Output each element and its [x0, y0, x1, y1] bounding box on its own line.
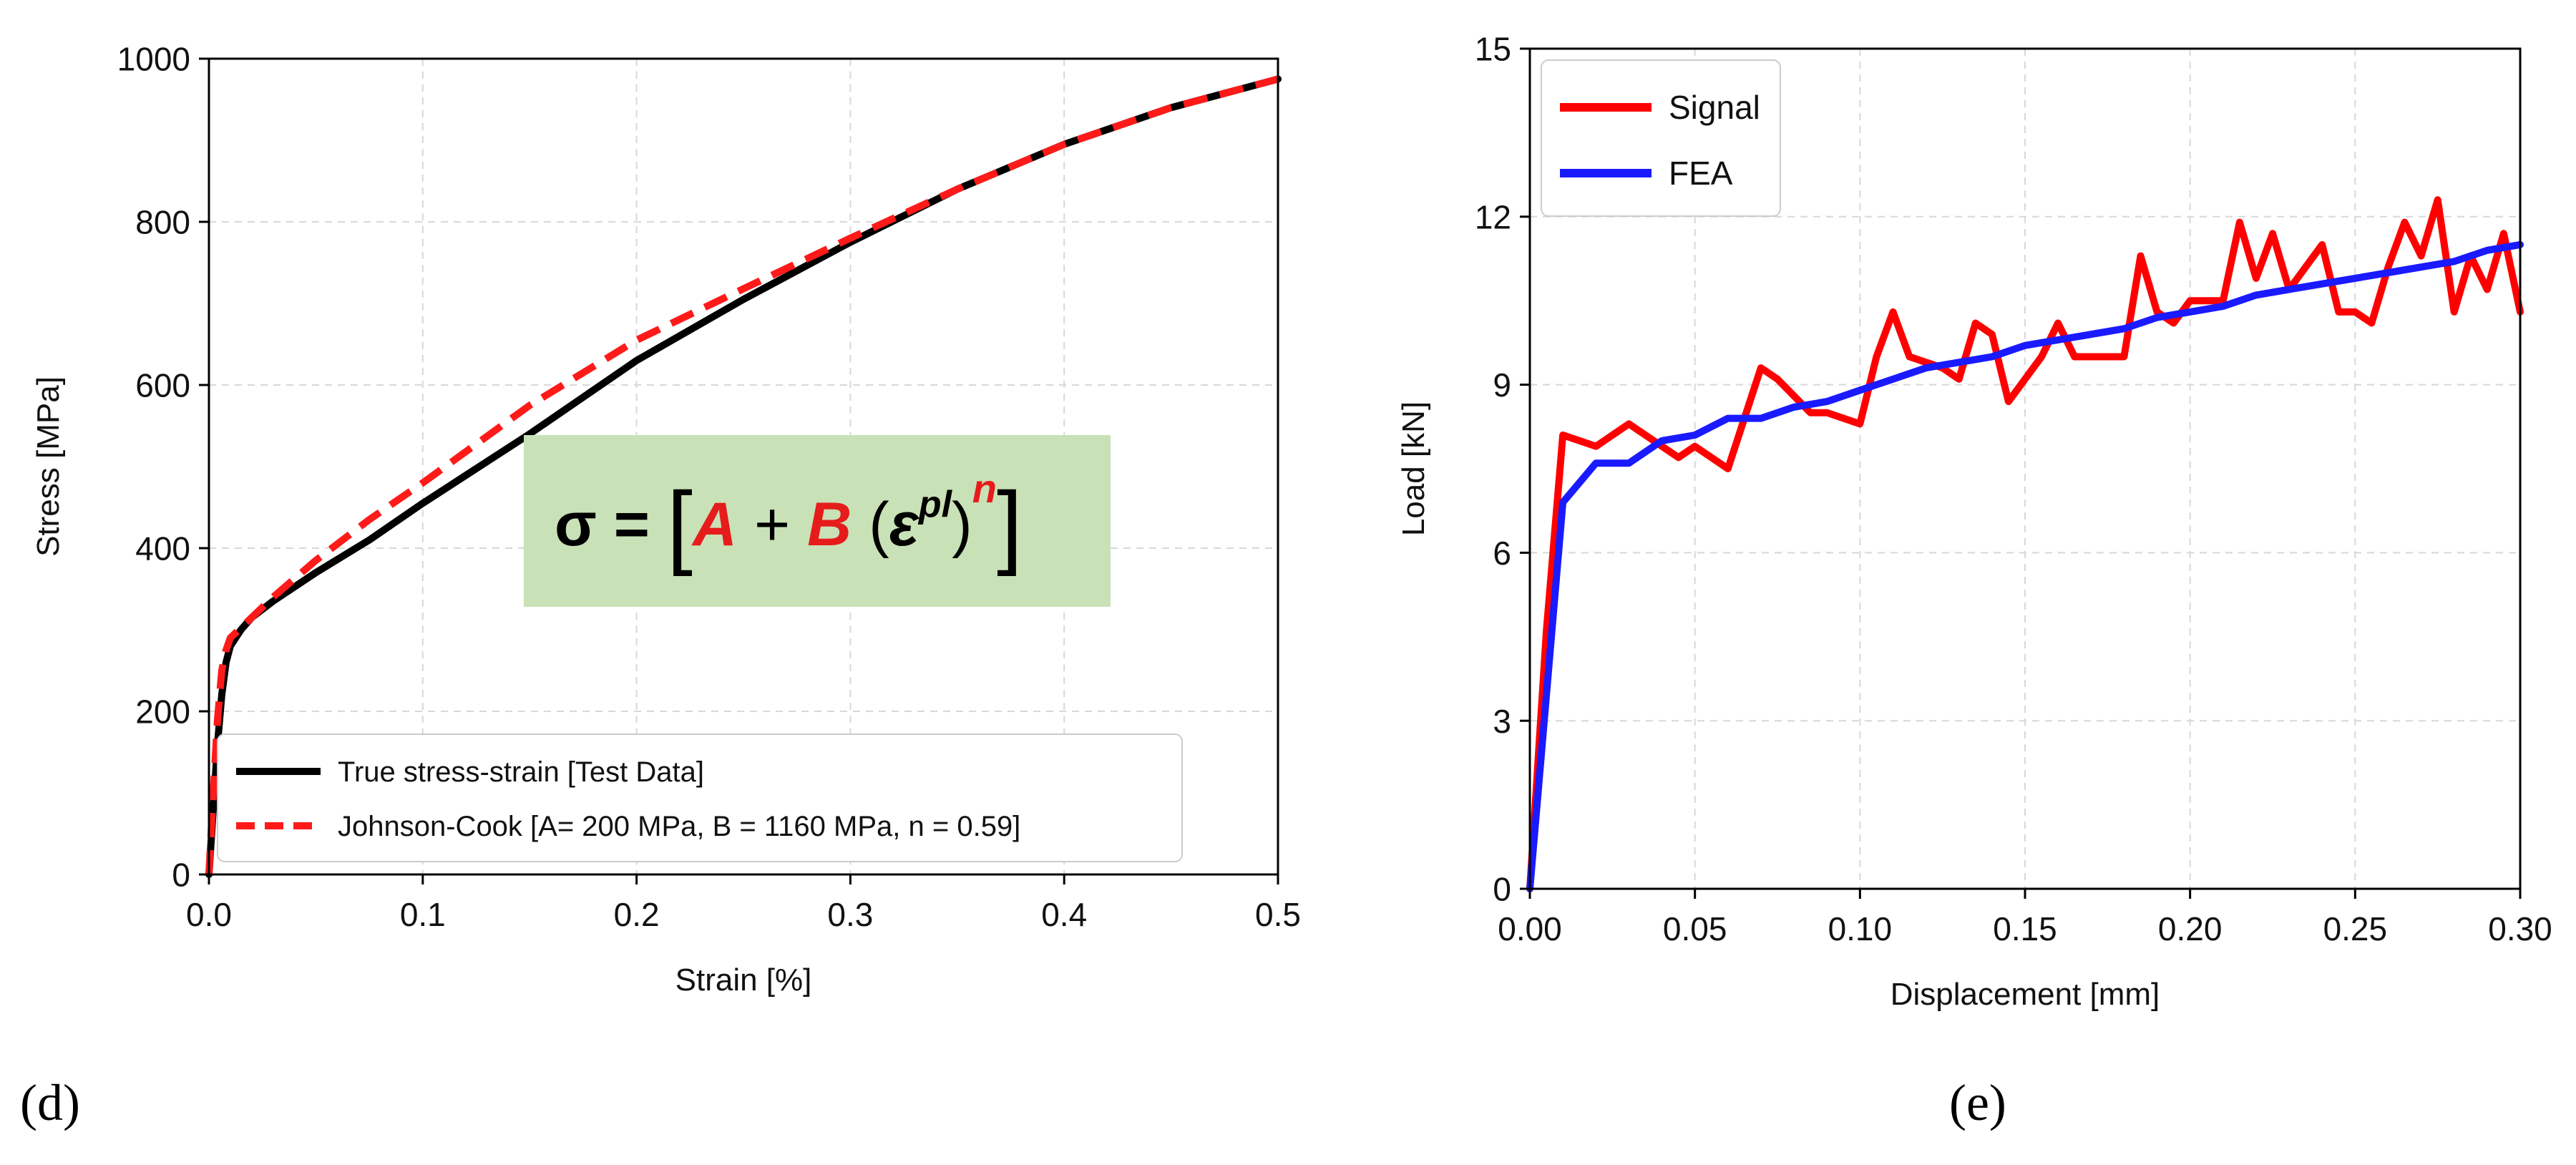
y-tick-label: 3: [1493, 703, 1511, 740]
series-line-2: [205, 75, 1279, 875]
y-tick-label: 800: [135, 204, 190, 241]
y-tick-label: 15: [1475, 31, 1511, 68]
x-tick-label: 0.3: [827, 896, 873, 933]
load-displacement-chart: 0.00 0.05 0.10 0.15 0.20 0.25 0.30 0 3 6 9 12 15 Disp…: [1396, 31, 2552, 1012]
x-tick-label: 0.20: [2158, 910, 2223, 947]
x-tick-label: 0.00: [1498, 910, 1562, 947]
x-tick-label: 0.4: [1041, 896, 1087, 933]
formula-background: [524, 435, 1111, 607]
plot-frame: [208, 57, 1279, 876]
legend-label-1: Signal: [1669, 89, 1760, 126]
panel-label-e: (e): [1949, 1074, 2006, 1131]
y-tick-label: 1000: [117, 41, 190, 78]
series-line-2: [1526, 240, 2524, 892]
x-tick-label: 0.1: [400, 896, 446, 933]
legend-label-2: FEA: [1669, 155, 1733, 192]
y-tick-label: 400: [135, 530, 190, 567]
x-tick-label: 0.0: [186, 896, 232, 933]
x-axis-label: Strain [%]: [675, 962, 812, 998]
y-axis-label: Load [kN]: [1396, 401, 1431, 536]
stress-strain-chart: 0.0 0.1 0.2 0.3 0.4 0.5 0 200 400 600 800 1000 Strai…: [31, 41, 1301, 998]
panel-label-d: (d): [20, 1074, 80, 1131]
x-tick-label: 0.5: [1255, 896, 1301, 933]
x-tick-label: 0.25: [2323, 910, 2388, 947]
y-tick-label: 9: [1493, 366, 1511, 404]
y-tick-label: 0: [172, 857, 190, 894]
y-tick-label: 600: [135, 367, 190, 404]
formula-annotation: σ = [A + B (εpl)n]: [524, 435, 1111, 607]
x-tick-label: 0.30: [2488, 910, 2552, 947]
legend-label-2: Johnson-Cook [A= 200 MPa, B = 1160 MPa, …: [338, 811, 1020, 842]
x-axis-label: Displacement [mm]: [1890, 977, 2160, 1012]
x-tick-label: 0.2: [614, 896, 660, 933]
legend-box: [217, 733, 1183, 862]
y-tick-label: 12: [1475, 198, 1511, 235]
y-tick-label: 200: [135, 693, 190, 731]
legend-label-1: True stress-strain [Test Data]: [338, 756, 704, 788]
series-line-1: [205, 75, 1282, 878]
y-axis-label: Stress [MPa]: [31, 376, 66, 557]
formula-text: σ = [A + B (εpl)n]: [555, 466, 1023, 577]
x-tick-label: 0.15: [1993, 910, 2057, 947]
x-tick-label: 0.10: [1828, 910, 1893, 947]
y-tick-label: 6: [1493, 535, 1511, 572]
y-tick-label: 0: [1493, 871, 1511, 908]
legend-box: [1541, 59, 1781, 217]
x-tick-label: 0.05: [1663, 910, 1727, 947]
